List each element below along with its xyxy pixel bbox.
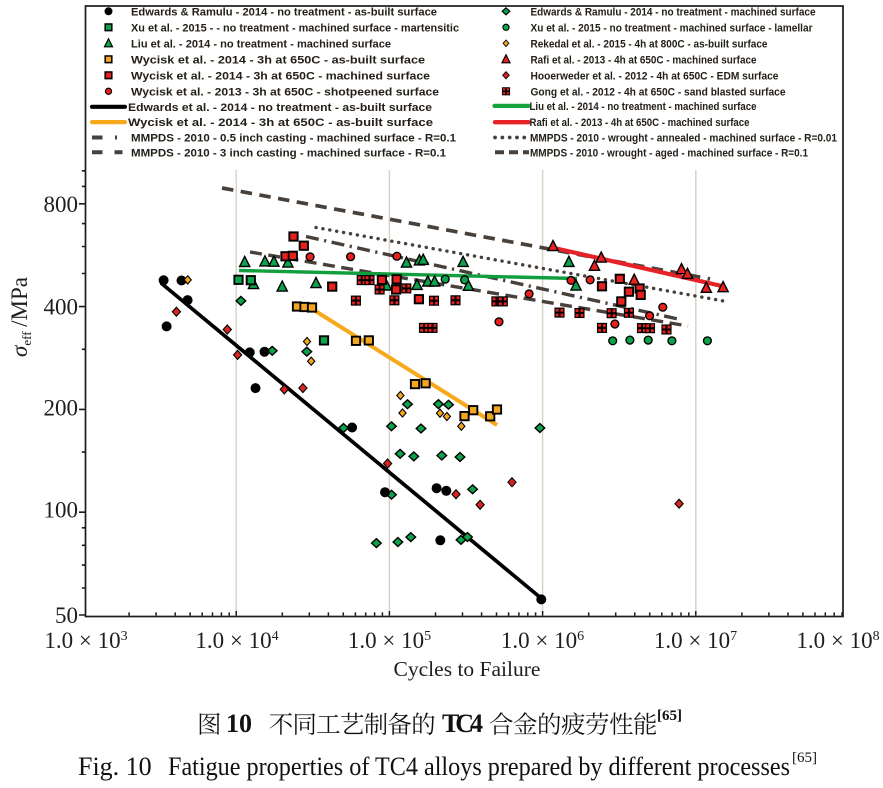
svg-text:1.0 × 108: 1.0 × 108	[796, 628, 879, 653]
svg-text:200: 200	[44, 396, 79, 421]
svg-text:Fig. 10: Fig. 10	[78, 752, 152, 781]
svg-text:Wycisk et al. - 2014 - 3h at 6: Wycisk et al. - 2014 - 3h at 650C - as-b…	[131, 54, 425, 66]
svg-text:Xu et al. - 2015 - no treatmen: Xu et al. - 2015 - no treatment - machin…	[531, 22, 814, 34]
svg-text:Wycisk et al. - 2013 - 3h at 6: Wycisk et al. - 2013 - 3h at 650C - shot…	[131, 86, 439, 98]
svg-text:400: 400	[44, 295, 79, 320]
svg-text:Cycles to Failure: Cycles to Failure	[394, 657, 541, 681]
svg-text:MMPDS - 2010 - 3 inch casting: MMPDS - 2010 - 3 inch casting - machined…	[131, 147, 446, 159]
svg-text:[65]: [65]	[792, 750, 817, 766]
svg-text:Edwards & Ramulu - 2014 - no t: Edwards & Ramulu - 2014 - no treatment -…	[531, 6, 816, 18]
svg-text:800: 800	[44, 192, 79, 217]
svg-text:Rafi et al. - 2013 - 4h at 650: Rafi et al. - 2013 - 4h at 650C - machin…	[530, 117, 750, 129]
svg-text:1.0 × 104: 1.0 × 104	[195, 628, 278, 653]
svg-text:MMPDS - 2010 - wrought - annea: MMPDS - 2010 - wrought - annealed - mach…	[530, 133, 837, 145]
svg-text:Edwards et al. - 2014 - no tre: Edwards et al. - 2014 - no treatment - a…	[128, 102, 432, 114]
svg-text:MMPDS - 2010 - wrought - aged: MMPDS - 2010 - wrought - aged - machined…	[530, 147, 808, 159]
svg-text:σeff /MPa: σeff /MPa	[7, 277, 34, 357]
svg-text:Rekedal et al. - 2015 - 4h at: Rekedal et al. - 2015 - 4h at 800C - as-…	[531, 38, 768, 50]
svg-text:1.0 × 103: 1.0 × 103	[44, 628, 127, 653]
svg-text:MMPDS - 2010 - 0.5 inch castin: MMPDS - 2010 - 0.5 inch casting - machin…	[131, 133, 456, 145]
svg-text:1.0 × 107: 1.0 × 107	[654, 628, 737, 653]
svg-text:Xu et al. - 2015 - - no treatm: Xu et al. - 2015 - - no treatment - mach…	[131, 22, 459, 34]
svg-text:Wycisk et al. - 2014 - 3h at: Wycisk et al. - 2014 - 3h at 650C - as-b…	[128, 117, 433, 129]
svg-text:Liu et al. - 2014 - no treatme: Liu et al. - 2014 - no treatment - machi…	[131, 38, 391, 50]
svg-text:1.0 × 106: 1.0 × 106	[501, 628, 584, 653]
svg-text:TC4: TC4	[442, 709, 483, 738]
svg-text:50: 50	[55, 603, 78, 628]
svg-text:Hooerweder et al. - 2012 - 4h: Hooerweder et al. - 2012 - 4h at 650C - …	[531, 70, 779, 82]
svg-text:Wycisk et al. - 2014 - 3h at 6: Wycisk et al. - 2014 - 3h at 650C - mach…	[131, 70, 430, 82]
svg-text:100: 100	[44, 498, 79, 523]
svg-text:[65]: [65]	[657, 708, 682, 724]
svg-text:10: 10	[226, 709, 252, 738]
svg-text:Edwards & Ramulu - 2014 - no t: Edwards & Ramulu - 2014 - no treatment -…	[131, 6, 437, 18]
svg-text:1.0 × 105: 1.0 × 105	[348, 628, 431, 653]
svg-text:Rafi et al. - 2013 - 4h at 650: Rafi et al. - 2013 - 4h at 650C - machin…	[531, 54, 757, 66]
svg-text:Gong et al. - 2012 - 4h at 650: Gong et al. - 2012 - 4h at 650C - sand b…	[531, 86, 786, 98]
svg-text:Fatigue properties of TC4 allo: Fatigue properties of TC4 alloys prepare…	[168, 752, 790, 781]
svg-text:Liu et al. - 2014 - no treatme: Liu et al. - 2014 - no treatment - machi…	[530, 101, 757, 113]
